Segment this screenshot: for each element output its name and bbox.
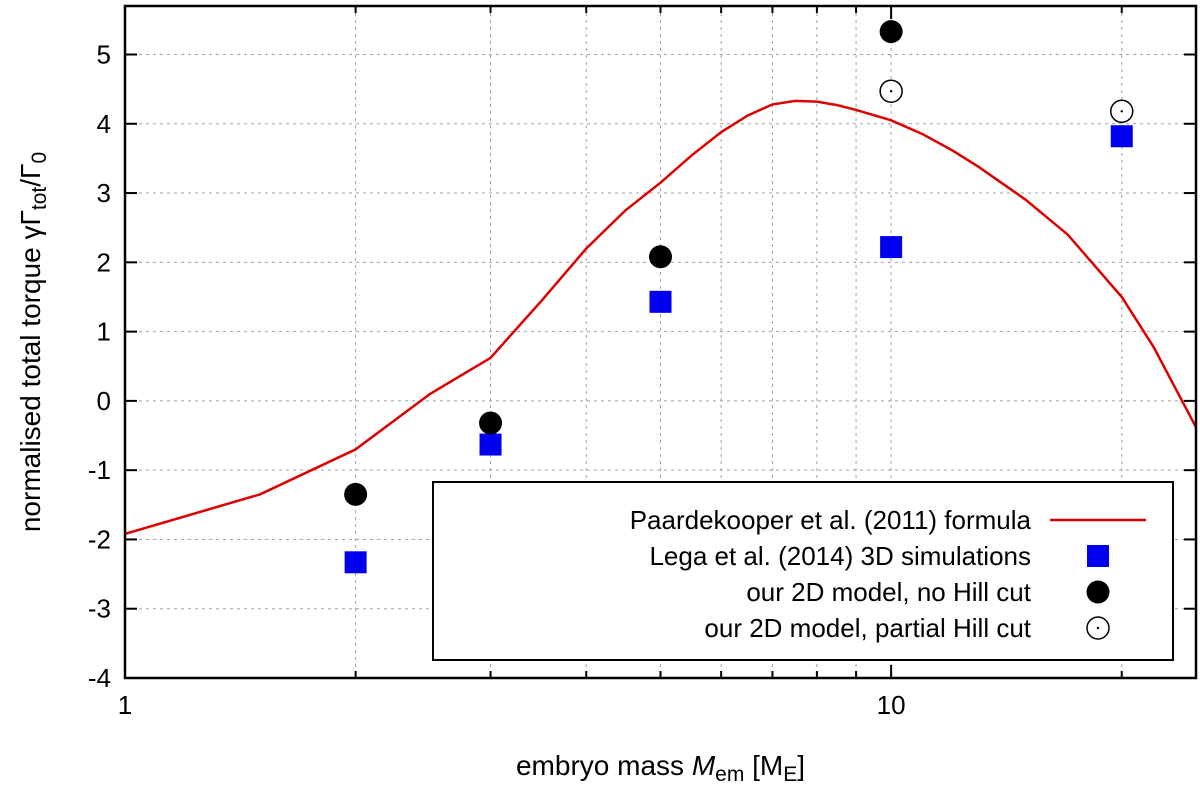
- y-tick-label: 2: [97, 247, 111, 277]
- y-tick-label: 0: [97, 386, 111, 416]
- series-3-point-open-circle: [1110, 99, 1134, 124]
- y-tick-label: -4: [88, 663, 111, 693]
- legend-key-open-circle: [1086, 616, 1110, 640]
- series-1-point-square: [1110, 125, 1133, 148]
- y-tick-label: 4: [97, 109, 111, 139]
- legend: Paardekooper et al. (2011) formula Lega e…: [432, 481, 1174, 661]
- y-tick-label: -2: [88, 524, 111, 554]
- markers: [344, 20, 1134, 574]
- legend-label: Lega et al. (2014) 3D simulations: [649, 541, 1031, 571]
- ticks: -4 -3 -2 -1 0 1 2 3 4 5 1 10: [88, 6, 1196, 720]
- legend-label: Paardekooper et al. (2011) formula: [630, 505, 1032, 535]
- y-tick-label: 3: [97, 178, 111, 208]
- legend-label: our 2D model, no Hill cut: [746, 577, 1031, 607]
- y-axis-label: normalised total torque γΓtot/Γ0: [15, 152, 51, 532]
- series-2-point-dot: [344, 482, 368, 506]
- legend-key-center: [1096, 626, 1100, 630]
- x-axis-label: embryo mass Mem [ME]: [516, 750, 805, 785]
- legend-label: our 2D model, partial Hill cut: [704, 613, 1031, 643]
- legend-key-square: [1087, 545, 1109, 567]
- x-tick-label: 1: [118, 690, 132, 720]
- series-2-point-dot: [479, 411, 503, 435]
- series-2-point-dot: [879, 20, 903, 44]
- legend-key-dot: [1086, 580, 1110, 604]
- y-tick-label: 1: [97, 317, 111, 347]
- y-tick-label: 5: [97, 39, 111, 69]
- series-1-point-square: [344, 551, 367, 574]
- paardekooper-formula-line: [124, 99, 1198, 536]
- y-tick-label: -3: [88, 594, 111, 624]
- series-1-point-square: [880, 236, 903, 259]
- y-tick-label: -1: [88, 455, 111, 485]
- series-3-point-open-circle: [879, 79, 903, 103]
- series-3-point-center: [1120, 110, 1123, 113]
- curve-layer: [124, 99, 1198, 536]
- series-3-point-center: [889, 90, 893, 93]
- legend-box: [432, 481, 1174, 661]
- series-1-point-square: [479, 433, 502, 456]
- series-1-point-square: [649, 290, 672, 313]
- x-tick-label: 10: [877, 690, 906, 720]
- series-2-point-dot: [649, 245, 672, 269]
